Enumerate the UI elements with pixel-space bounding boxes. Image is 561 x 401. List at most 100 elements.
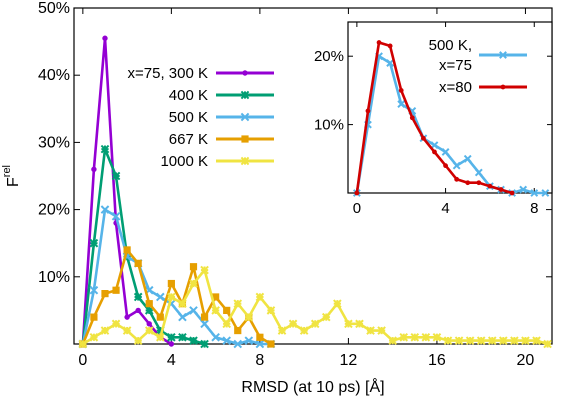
data-point [212,293,220,301]
data-point [256,333,264,341]
y-axis-label-main: F [5,177,22,187]
data-point [541,189,550,197]
marker-stroke [519,185,528,194]
data-point [532,336,541,345]
data-point [432,332,442,342]
data-point [178,312,187,322]
marker-stroke [386,59,395,67]
data-point [111,319,121,329]
data-point [200,265,209,275]
y-tick-label: 30% [38,134,70,151]
data-point [365,108,371,114]
data-point [476,336,486,345]
data-point [344,319,353,329]
data-point [354,190,360,196]
data-point [277,326,287,335]
legend-label: 400 K [169,87,208,104]
marker-stroke [463,154,472,163]
x-tick-label: 12 [340,352,358,369]
y-axis-label: Frel [1,165,22,187]
y-tick-label: 50% [38,0,70,17]
data-point [387,43,393,49]
data-point [509,190,515,196]
marker-stroke [100,205,110,214]
x-tick-label: 0 [78,352,87,369]
marker-stroke [233,339,243,349]
x-tick-label: 4 [167,352,176,369]
data-point [100,326,110,335]
plot-frame [347,21,553,194]
data-point [134,259,142,267]
data-point [452,161,461,170]
data-point [255,292,265,302]
data-point [189,336,198,345]
legend-label: 1000 K [160,153,208,170]
data-point [441,148,450,156]
marker-stroke [111,212,121,221]
x-tick-label: 4 [441,200,449,217]
data-point [420,135,426,141]
legend-label: 500 K, [429,37,472,54]
legend-marker [241,135,249,143]
marker-stroke [499,51,507,59]
legend-label: x=75 [439,57,472,74]
marker-stroke [240,112,250,122]
data-point [410,332,420,342]
data-point [222,336,232,345]
marker-stroke [441,148,450,156]
data-point [211,332,220,342]
legend-marker [240,112,250,122]
x-tick-label: 20 [517,352,535,369]
data-point [530,189,539,197]
x-tick-label: 8 [255,352,264,369]
data-point [366,326,375,335]
data-point [189,263,198,271]
data-point [78,339,88,349]
data-point [321,312,331,322]
data-point [333,299,342,308]
data-point [222,319,232,329]
data-point [111,171,121,181]
data-point [178,299,187,308]
data-point [135,307,141,314]
data-point [155,292,165,302]
data-point [454,336,464,345]
data-point [91,166,97,172]
data-point [144,326,154,335]
data-point [123,246,131,254]
marker-stroke [178,312,187,322]
data-point [211,306,220,315]
data-point [167,279,175,288]
marker-stroke [211,332,220,342]
data-point [156,313,164,321]
data-point [465,180,471,186]
data-point [112,286,120,294]
x-tick-label: 16 [428,352,446,369]
marker-stroke [430,141,439,150]
data-point [463,154,472,163]
data-point [487,183,493,189]
data-point [399,332,409,342]
data-point [100,144,110,154]
data-point [397,100,406,108]
data-point [498,187,504,192]
data-point [167,292,176,302]
data-point [223,306,231,314]
data-point [144,306,154,315]
data-point [543,339,552,349]
y-tick-label: 40% [38,67,70,84]
y-tick-label: 10% [314,117,344,134]
legend-marker [499,51,507,59]
series-1000-k [78,265,552,349]
y-tick-label: 20% [38,202,70,219]
inset-chart: 0 4 8 10% 20% 500 K, x=75 x=80 [314,21,553,217]
data-point [90,313,98,321]
data-point [200,313,209,321]
marker-stroke [452,161,461,170]
marker-stroke [155,292,165,302]
data-point [409,115,415,121]
data-point [510,336,519,345]
legend-label: 500 K [169,109,208,126]
data-point [133,292,143,302]
